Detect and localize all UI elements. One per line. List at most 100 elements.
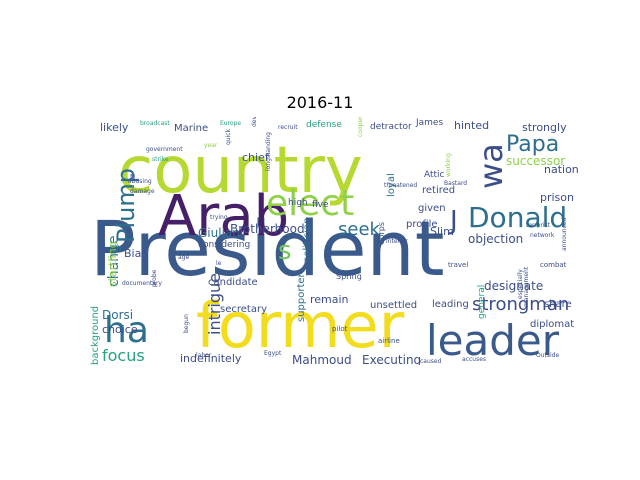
word-cloud-word: startling (106, 241, 119, 287)
word-cloud-word: detractor (370, 122, 412, 132)
word-cloud-word: Attic (424, 170, 445, 180)
word-cloud-word: considering (198, 240, 250, 250)
word-cloud-word: country (118, 134, 363, 208)
word-cloud-word: nation (544, 163, 579, 176)
word-cloud-word: supporter (296, 272, 307, 322)
word-cloud-word: recruit (278, 124, 298, 131)
word-cloud-word: designate (484, 279, 543, 293)
word-cloud-word: combat (540, 261, 567, 269)
word-cloud-word: defense (306, 120, 342, 130)
word-cloud-word: objection (468, 232, 523, 246)
word-cloud-word: Giuliani (198, 226, 243, 240)
word-cloud-word: President (90, 204, 445, 293)
word-cloud-word: high (288, 198, 308, 208)
word-cloud-word: former (196, 289, 405, 362)
word-cloud-word: network (530, 232, 555, 239)
word-cloud-word: Donald (468, 201, 567, 234)
plot-title: 2016-11 (286, 93, 354, 112)
word-cloud-word: change (106, 235, 122, 287)
word-cloud-word: diplomat (530, 319, 574, 330)
word-cloud-word: caused (420, 358, 442, 365)
word-cloud-word: year (204, 142, 218, 149)
word-cloud-word: accuses (462, 356, 486, 363)
word-cloud-word: airline (378, 337, 400, 345)
word-cloud-word: travel (448, 261, 468, 269)
word-cloud-word: five (312, 200, 329, 210)
word-cloud-word: Europe (220, 120, 241, 127)
word-cloud-word: announced (561, 217, 568, 251)
word-cloud-word: share (544, 299, 572, 310)
word-cloud-word: government (146, 146, 183, 153)
word-cloud: President country former Arab leader elect ha D… (88, 117, 584, 365)
word-cloud-word: age (178, 254, 189, 261)
word-cloud-word: James (415, 118, 443, 128)
word-cloud-word: background (90, 306, 101, 365)
word-cloud-word: leader (426, 316, 560, 365)
word-cloud-word: elect (266, 183, 354, 224)
word-cloud-word: Mahmoud (292, 353, 352, 365)
word-cloud-word: seek (338, 219, 381, 240)
word-cloud-word: longstanding (265, 132, 272, 171)
word-cloud-word: strongman (472, 294, 569, 315)
word-cloud-word: especially (517, 269, 524, 299)
word-cloud-word: probe (151, 269, 158, 287)
word-cloud-word: candidate (208, 277, 258, 288)
word-cloud-word: Executing (362, 353, 421, 365)
word-cloud-word: terrorist (526, 222, 551, 229)
word-cloud-word: general (477, 285, 487, 319)
word-cloud-word: profile (406, 219, 438, 230)
word-cloud-word: developed (251, 117, 258, 127)
word-cloud-word: Spring (336, 272, 362, 281)
word-cloud-word: trying (210, 214, 228, 221)
word-cloud-word: chief (242, 151, 270, 164)
word-cloud-word: ha (104, 310, 149, 351)
word-cloud-word: secretary (220, 304, 267, 315)
word-cloud-word: Papa (506, 132, 559, 157)
word-cloud-word: hinted (454, 119, 489, 132)
word-cloud-word: Corps (377, 222, 386, 245)
word-cloud-word: wa (472, 143, 510, 189)
word-cloud-word: begun (183, 314, 190, 333)
word-cloud-word: documentary (122, 280, 162, 287)
word-cloud-word: s (278, 236, 292, 266)
word-cloud-word: Plump (112, 168, 140, 243)
word-cloud-word: Dorsi (102, 308, 133, 322)
word-cloud-word: le (216, 260, 222, 267)
word-cloud-word: prison (540, 191, 574, 204)
word-cloud-word: J (448, 206, 458, 236)
word-cloud-word: Slim (430, 225, 454, 238)
word-cloud-word: loyal (386, 173, 397, 197)
word-cloud-word: Bias (124, 247, 147, 260)
word-cloud-word: Bastard (444, 180, 467, 187)
word-cloud-word: labor (196, 352, 212, 359)
word-cloud-word: Marine (174, 123, 208, 134)
word-cloud-word: leading (432, 299, 469, 310)
word-cloud-word: Arab (158, 184, 289, 249)
word-cloud-word: retired (422, 185, 455, 196)
word-cloud-word: strongly (522, 121, 567, 134)
word-cloud-word: broadcast (140, 120, 170, 127)
word-cloud-word: management (523, 266, 530, 307)
word-cloud-word: given (418, 203, 446, 214)
word-cloud-word: focus (102, 346, 145, 365)
word-cloud-word: remain (310, 293, 349, 306)
word-cloud-word: interior (386, 238, 408, 245)
word-cloud-word: threatened (384, 182, 417, 189)
word-cloud-word: indefinitely (180, 352, 242, 365)
word-cloud-word: Egypt (264, 350, 282, 357)
word-cloud-word: N (130, 173, 135, 181)
word-cloud-word: pilot (332, 325, 348, 333)
word-cloud-word: quick (225, 128, 232, 145)
word-cloud-word: choice (102, 323, 138, 336)
word-cloud-word: cooperation (357, 117, 364, 137)
word-cloud-word: unsettled (370, 300, 417, 311)
word-cloud-word: likely (100, 121, 129, 134)
word-cloud-word: Outside (536, 352, 559, 359)
word-cloud-word: politician (302, 218, 313, 263)
word-cloud-canvas: PresidentcountryformerArableaderelecthaD… (90, 117, 579, 365)
word-cloud-word: abusing (128, 178, 152, 185)
word-cloud-word: intrigue (205, 273, 224, 335)
word-cloud-word: strike (152, 156, 169, 163)
word-cloud-word: Brotherhood (230, 222, 305, 236)
word-cloud-word: damage (130, 188, 155, 195)
